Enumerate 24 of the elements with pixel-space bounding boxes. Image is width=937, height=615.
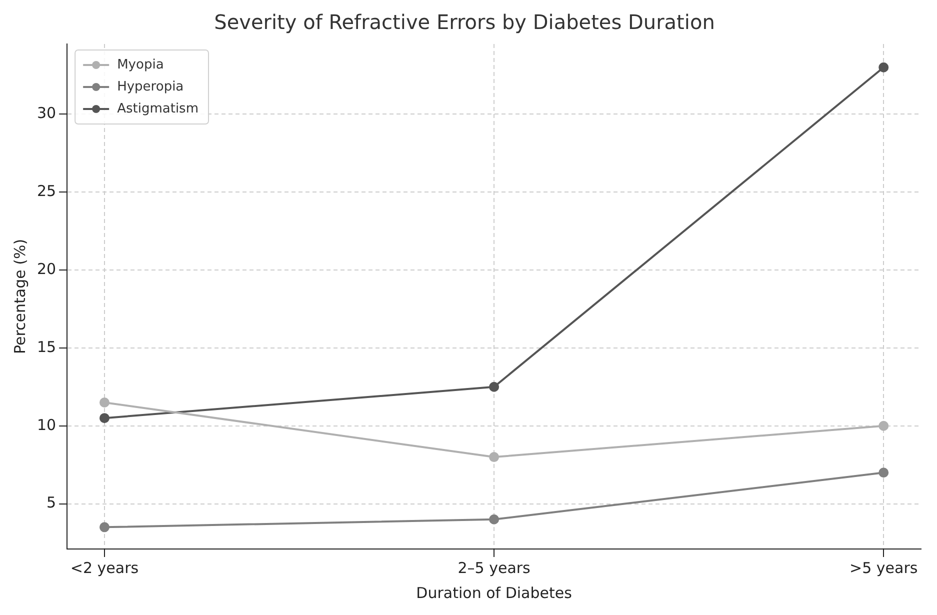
point (489, 452, 500, 462)
y-tick-label: 30 (36, 104, 56, 122)
point (878, 468, 889, 478)
y-tick-label: 15 (36, 338, 56, 356)
legend-label: Astigmatism (117, 101, 198, 116)
y-tick-label: 20 (36, 260, 56, 278)
point (489, 514, 500, 524)
point (99, 413, 110, 424)
x-tick-label: <2 years (70, 558, 139, 577)
y-tick-label: 25 (36, 182, 56, 200)
x-tick-label: >5 years (850, 558, 918, 577)
point (99, 522, 110, 532)
x-axis-title: Duration of Diabetes (416, 584, 572, 602)
point (878, 62, 889, 72)
legend-label: Myopia (117, 57, 164, 72)
y-tick-label: 10 (36, 416, 56, 434)
legend-label: Hyperopia (117, 79, 184, 94)
point (489, 382, 500, 392)
y-tick-label: 5 (46, 494, 56, 512)
chart-title: Severity of Refractive Errors by Diabetes Duration (214, 10, 715, 34)
x-tick-label: 2–5 years (458, 558, 531, 577)
point (99, 397, 110, 408)
y-axis-title: Percentage (%) (10, 238, 29, 354)
point (878, 420, 889, 431)
